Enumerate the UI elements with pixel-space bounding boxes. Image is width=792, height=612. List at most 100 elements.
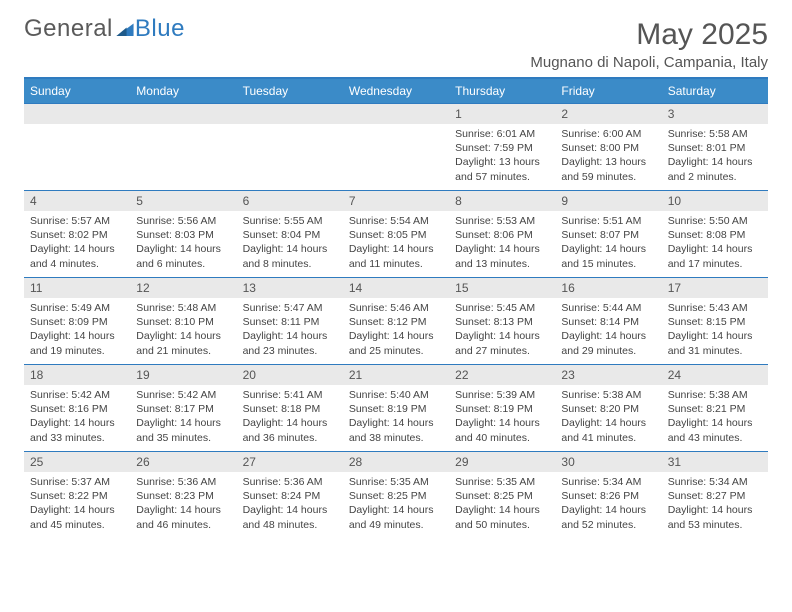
day-number: 1 <box>449 104 555 124</box>
day-number: 19 <box>130 365 236 385</box>
day-number: 8 <box>449 191 555 211</box>
daylight-text: Daylight: 14 hours and 17 minutes. <box>668 242 762 270</box>
sunrise-text: Sunrise: 5:51 AM <box>561 214 655 228</box>
calendar-cell: 7Sunrise: 5:54 AMSunset: 8:05 PMDaylight… <box>343 191 449 277</box>
dayname: Friday <box>555 79 661 103</box>
day-details: Sunrise: 5:39 AMSunset: 8:19 PMDaylight:… <box>449 385 555 449</box>
day-details: Sunrise: 5:34 AMSunset: 8:26 PMDaylight:… <box>555 472 661 536</box>
sunset-text: Sunset: 8:27 PM <box>668 489 762 503</box>
calendar-cell: 28Sunrise: 5:35 AMSunset: 8:25 PMDayligh… <box>343 452 449 538</box>
sunrise-text: Sunrise: 5:38 AM <box>668 388 762 402</box>
sunset-text: Sunset: 8:06 PM <box>455 228 549 242</box>
day-number <box>343 104 449 124</box>
calendar-cell: 1Sunrise: 6:01 AMSunset: 7:59 PMDaylight… <box>449 104 555 190</box>
day-details: Sunrise: 5:53 AMSunset: 8:06 PMDaylight:… <box>449 211 555 275</box>
sunrise-text: Sunrise: 5:58 AM <box>668 127 762 141</box>
page-header: GeneralBlue May 2025 Mugnano di Napoli, … <box>24 18 768 71</box>
sunrise-text: Sunrise: 5:43 AM <box>668 301 762 315</box>
sunset-text: Sunset: 8:22 PM <box>30 489 124 503</box>
day-number: 31 <box>662 452 768 472</box>
day-details: Sunrise: 5:35 AMSunset: 8:25 PMDaylight:… <box>449 472 555 536</box>
sunrise-text: Sunrise: 5:45 AM <box>455 301 549 315</box>
calendar-cell: 20Sunrise: 5:41 AMSunset: 8:18 PMDayligh… <box>237 365 343 451</box>
sunrise-text: Sunrise: 5:42 AM <box>30 388 124 402</box>
day-number: 20 <box>237 365 343 385</box>
sunset-text: Sunset: 8:12 PM <box>349 315 443 329</box>
daylight-text: Daylight: 14 hours and 19 minutes. <box>30 329 124 357</box>
title-block: May 2025 Mugnano di Napoli, Campania, It… <box>530 18 768 71</box>
day-number: 2 <box>555 104 661 124</box>
sunset-text: Sunset: 8:25 PM <box>349 489 443 503</box>
sunrise-text: Sunrise: 5:44 AM <box>561 301 655 315</box>
month-title: May 2025 <box>530 18 768 52</box>
daylight-text: Daylight: 14 hours and 31 minutes. <box>668 329 762 357</box>
day-number: 21 <box>343 365 449 385</box>
daylight-text: Daylight: 14 hours and 23 minutes. <box>243 329 337 357</box>
sunrise-text: Sunrise: 5:47 AM <box>243 301 337 315</box>
calendar-cell: 24Sunrise: 5:38 AMSunset: 8:21 PMDayligh… <box>662 365 768 451</box>
day-details: Sunrise: 5:48 AMSunset: 8:10 PMDaylight:… <box>130 298 236 362</box>
day-number: 23 <box>555 365 661 385</box>
daylight-text: Daylight: 14 hours and 48 minutes. <box>243 503 337 531</box>
sunset-text: Sunset: 8:14 PM <box>561 315 655 329</box>
calendar-week: 1Sunrise: 6:01 AMSunset: 7:59 PMDaylight… <box>24 103 768 190</box>
sunrise-text: Sunrise: 5:41 AM <box>243 388 337 402</box>
day-number: 24 <box>662 365 768 385</box>
day-details: Sunrise: 5:34 AMSunset: 8:27 PMDaylight:… <box>662 472 768 536</box>
daylight-text: Daylight: 14 hours and 29 minutes. <box>561 329 655 357</box>
calendar-cell: 2Sunrise: 6:00 AMSunset: 8:00 PMDaylight… <box>555 104 661 190</box>
sunrise-text: Sunrise: 5:56 AM <box>136 214 230 228</box>
sunset-text: Sunset: 8:19 PM <box>349 402 443 416</box>
daylight-text: Daylight: 14 hours and 6 minutes. <box>136 242 230 270</box>
calendar-week: 4Sunrise: 5:57 AMSunset: 8:02 PMDaylight… <box>24 190 768 277</box>
brand-logo: GeneralBlue <box>24 18 185 41</box>
day-number: 27 <box>237 452 343 472</box>
day-number: 11 <box>24 278 130 298</box>
sunrise-text: Sunrise: 5:36 AM <box>243 475 337 489</box>
day-number <box>237 104 343 124</box>
daylight-text: Daylight: 14 hours and 2 minutes. <box>668 155 762 183</box>
calendar-cell: 21Sunrise: 5:40 AMSunset: 8:19 PMDayligh… <box>343 365 449 451</box>
sunset-text: Sunset: 8:26 PM <box>561 489 655 503</box>
calendar-cell: 8Sunrise: 5:53 AMSunset: 8:06 PMDaylight… <box>449 191 555 277</box>
day-details: Sunrise: 5:56 AMSunset: 8:03 PMDaylight:… <box>130 211 236 275</box>
day-number: 4 <box>24 191 130 211</box>
day-details: Sunrise: 5:54 AMSunset: 8:05 PMDaylight:… <box>343 211 449 275</box>
day-number <box>130 104 236 124</box>
sunset-text: Sunset: 8:10 PM <box>136 315 230 329</box>
sunrise-text: Sunrise: 5:54 AM <box>349 214 443 228</box>
day-details: Sunrise: 6:00 AMSunset: 8:00 PMDaylight:… <box>555 124 661 188</box>
calendar-cell: 6Sunrise: 5:55 AMSunset: 8:04 PMDaylight… <box>237 191 343 277</box>
calendar-cell: 18Sunrise: 5:42 AMSunset: 8:16 PMDayligh… <box>24 365 130 451</box>
sunset-text: Sunset: 8:19 PM <box>455 402 549 416</box>
day-number: 6 <box>237 191 343 211</box>
calendar-cell <box>130 104 236 190</box>
calendar-cell: 14Sunrise: 5:46 AMSunset: 8:12 PMDayligh… <box>343 278 449 364</box>
calendar-cell: 4Sunrise: 5:57 AMSunset: 8:02 PMDaylight… <box>24 191 130 277</box>
day-number: 25 <box>24 452 130 472</box>
daylight-text: Daylight: 14 hours and 49 minutes. <box>349 503 443 531</box>
calendar-cell: 5Sunrise: 5:56 AMSunset: 8:03 PMDaylight… <box>130 191 236 277</box>
sunset-text: Sunset: 8:05 PM <box>349 228 443 242</box>
day-details: Sunrise: 5:51 AMSunset: 8:07 PMDaylight:… <box>555 211 661 275</box>
dayname: Wednesday <box>343 79 449 103</box>
calendar-cell: 25Sunrise: 5:37 AMSunset: 8:22 PMDayligh… <box>24 452 130 538</box>
sunrise-text: Sunrise: 5:42 AM <box>136 388 230 402</box>
sunset-text: Sunset: 8:24 PM <box>243 489 337 503</box>
day-number: 3 <box>662 104 768 124</box>
sunset-text: Sunset: 8:21 PM <box>668 402 762 416</box>
day-number: 16 <box>555 278 661 298</box>
sunrise-text: Sunrise: 5:57 AM <box>30 214 124 228</box>
dayname-row: Sunday Monday Tuesday Wednesday Thursday… <box>24 79 768 103</box>
daylight-text: Daylight: 13 hours and 59 minutes. <box>561 155 655 183</box>
day-number: 13 <box>237 278 343 298</box>
calendar-cell: 30Sunrise: 5:34 AMSunset: 8:26 PMDayligh… <box>555 452 661 538</box>
day-details: Sunrise: 5:35 AMSunset: 8:25 PMDaylight:… <box>343 472 449 536</box>
day-details: Sunrise: 6:01 AMSunset: 7:59 PMDaylight:… <box>449 124 555 188</box>
sunset-text: Sunset: 8:16 PM <box>30 402 124 416</box>
day-details: Sunrise: 5:40 AMSunset: 8:19 PMDaylight:… <box>343 385 449 449</box>
day-details: Sunrise: 5:43 AMSunset: 8:15 PMDaylight:… <box>662 298 768 362</box>
calendar-week: 18Sunrise: 5:42 AMSunset: 8:16 PMDayligh… <box>24 364 768 451</box>
sunrise-text: Sunrise: 5:39 AM <box>455 388 549 402</box>
day-details: Sunrise: 5:38 AMSunset: 8:20 PMDaylight:… <box>555 385 661 449</box>
